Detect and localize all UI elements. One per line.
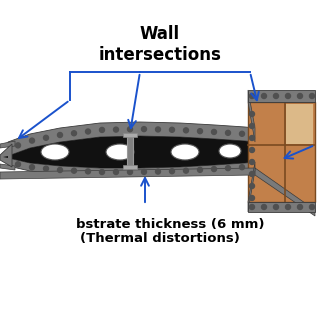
FancyBboxPatch shape [286, 104, 313, 144]
Circle shape [250, 93, 254, 99]
Circle shape [15, 162, 20, 167]
FancyBboxPatch shape [248, 90, 315, 102]
Circle shape [298, 204, 302, 210]
Circle shape [15, 143, 20, 148]
Circle shape [298, 93, 302, 99]
Circle shape [309, 204, 315, 210]
Circle shape [183, 168, 188, 173]
Circle shape [197, 167, 203, 172]
Circle shape [127, 127, 132, 132]
FancyBboxPatch shape [248, 102, 315, 202]
Circle shape [250, 124, 254, 129]
Polygon shape [8, 136, 255, 168]
Circle shape [250, 172, 254, 177]
Circle shape [170, 169, 174, 174]
Circle shape [212, 166, 217, 172]
Ellipse shape [171, 144, 199, 160]
Text: (Thermal distortions): (Thermal distortions) [80, 232, 240, 245]
Circle shape [250, 196, 254, 201]
Polygon shape [0, 144, 12, 167]
Polygon shape [8, 122, 255, 156]
Polygon shape [255, 168, 315, 216]
Circle shape [183, 128, 188, 133]
Circle shape [29, 138, 35, 143]
Ellipse shape [219, 144, 241, 158]
Circle shape [250, 135, 254, 140]
FancyBboxPatch shape [248, 202, 315, 212]
Circle shape [58, 167, 62, 172]
Circle shape [250, 183, 254, 188]
Circle shape [261, 204, 267, 210]
Polygon shape [0, 141, 15, 148]
Polygon shape [248, 90, 255, 142]
Circle shape [44, 135, 49, 140]
Circle shape [127, 170, 132, 174]
Polygon shape [0, 164, 15, 170]
Polygon shape [0, 168, 255, 179]
Polygon shape [8, 158, 255, 176]
Circle shape [274, 93, 278, 99]
Circle shape [226, 130, 230, 135]
Circle shape [197, 129, 203, 134]
Circle shape [239, 131, 244, 136]
Polygon shape [3, 156, 8, 158]
Circle shape [250, 159, 254, 164]
Circle shape [114, 127, 118, 132]
Circle shape [71, 168, 76, 173]
Circle shape [114, 170, 118, 174]
Circle shape [274, 204, 278, 210]
Circle shape [170, 127, 174, 132]
Circle shape [285, 93, 291, 99]
Circle shape [71, 131, 76, 136]
Circle shape [44, 166, 49, 171]
Ellipse shape [106, 144, 134, 160]
Ellipse shape [41, 144, 69, 160]
Circle shape [100, 127, 105, 132]
Polygon shape [248, 162, 255, 212]
Circle shape [85, 169, 91, 174]
Circle shape [309, 93, 315, 99]
Circle shape [29, 165, 35, 170]
Circle shape [250, 111, 254, 116]
Circle shape [100, 170, 105, 174]
Circle shape [226, 166, 230, 171]
Circle shape [250, 148, 254, 153]
Circle shape [141, 127, 147, 132]
Circle shape [239, 165, 244, 170]
Circle shape [141, 169, 147, 174]
Circle shape [156, 169, 161, 174]
Circle shape [58, 132, 62, 138]
FancyBboxPatch shape [123, 165, 137, 169]
Circle shape [261, 93, 267, 99]
FancyBboxPatch shape [123, 133, 137, 137]
Circle shape [250, 204, 254, 210]
Text: Wall
intersections: Wall intersections [99, 25, 221, 64]
Circle shape [212, 130, 217, 134]
Circle shape [85, 129, 91, 134]
Circle shape [156, 127, 161, 132]
Circle shape [285, 204, 291, 210]
FancyBboxPatch shape [127, 137, 133, 166]
Text: bstrate thickness (6 mm): bstrate thickness (6 mm) [76, 218, 264, 231]
